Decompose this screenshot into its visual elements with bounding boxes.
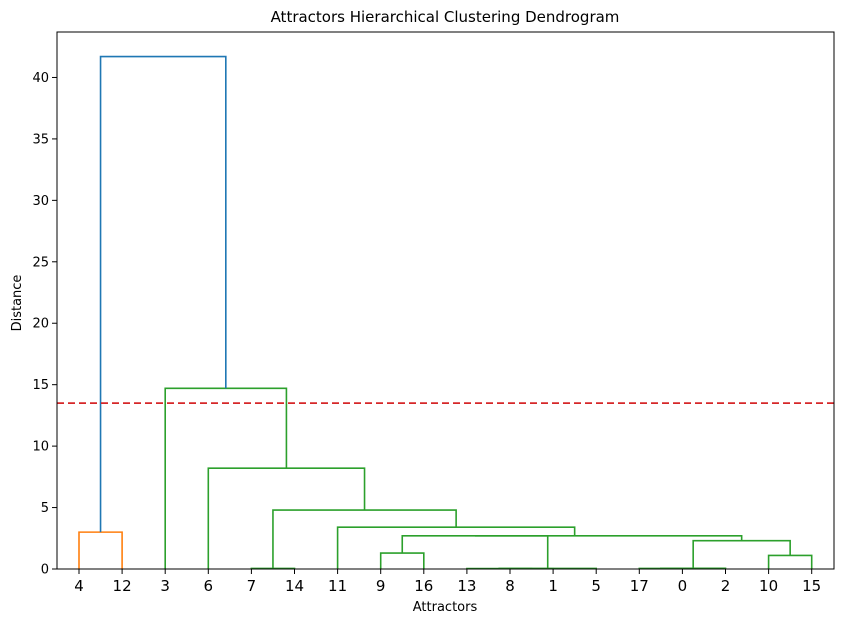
y-tick-label: 25 [32, 255, 49, 270]
dendrogram-link [336, 526, 576, 569]
dendrogram-link [474, 535, 743, 541]
chart-title: Attractors Hierarchical Clustering Dendr… [271, 8, 620, 26]
leaf-label: 11 [328, 577, 347, 595]
y-axis-title: Distance [10, 275, 25, 332]
dendrogram-link [692, 539, 791, 569]
dendrogram-link [272, 509, 457, 569]
leaf-label: 13 [457, 577, 476, 595]
leaf-label: 5 [591, 577, 601, 595]
leaf-label: 4 [74, 577, 84, 595]
y-tick-label: 15 [32, 378, 49, 393]
y-tick-label: 10 [32, 440, 49, 455]
y-tick-label: 30 [32, 194, 49, 209]
y-tick-label: 0 [41, 563, 49, 578]
leaf-label: 16 [414, 577, 433, 595]
dendrogram-link [99, 55, 227, 533]
dendrogram-links [78, 55, 813, 570]
leaf-label: 3 [160, 577, 170, 595]
plot-frame [56, 31, 835, 570]
leaf-label: 1 [548, 577, 558, 595]
x-axis-title: Attractors [413, 600, 478, 615]
leaf-label: 9 [376, 577, 386, 595]
leaf-label: 15 [802, 577, 821, 595]
leaf-label: 6 [204, 577, 214, 595]
dendrogram-link [379, 552, 425, 569]
leaf-label: 8 [505, 577, 515, 595]
y-tick-label: 5 [41, 501, 49, 516]
leaf-label: 0 [678, 577, 688, 595]
y-tick-label: 40 [32, 71, 49, 86]
dendrogram-link [207, 467, 366, 569]
y-tick-label: 35 [32, 132, 49, 147]
leaf-label: 12 [113, 577, 132, 595]
dendrogram-link [78, 531, 123, 569]
dendrogram-link [164, 387, 288, 569]
dendrogram-link [767, 554, 813, 569]
leaf-label: 2 [721, 577, 731, 595]
leaf-label: 7 [247, 577, 257, 595]
y-tick-label: 20 [32, 317, 49, 332]
y-axis: 0 5 10 15 20 25 30 35 40 [32, 71, 57, 578]
leaf-label: 17 [630, 577, 649, 595]
x-axis-leaves: 4 12 3 6 7 14 11 9 16 13 8 1 5 17 0 2 10 15 [74, 569, 821, 595]
leaf-label: 14 [285, 577, 304, 595]
leaf-label: 10 [759, 577, 778, 595]
